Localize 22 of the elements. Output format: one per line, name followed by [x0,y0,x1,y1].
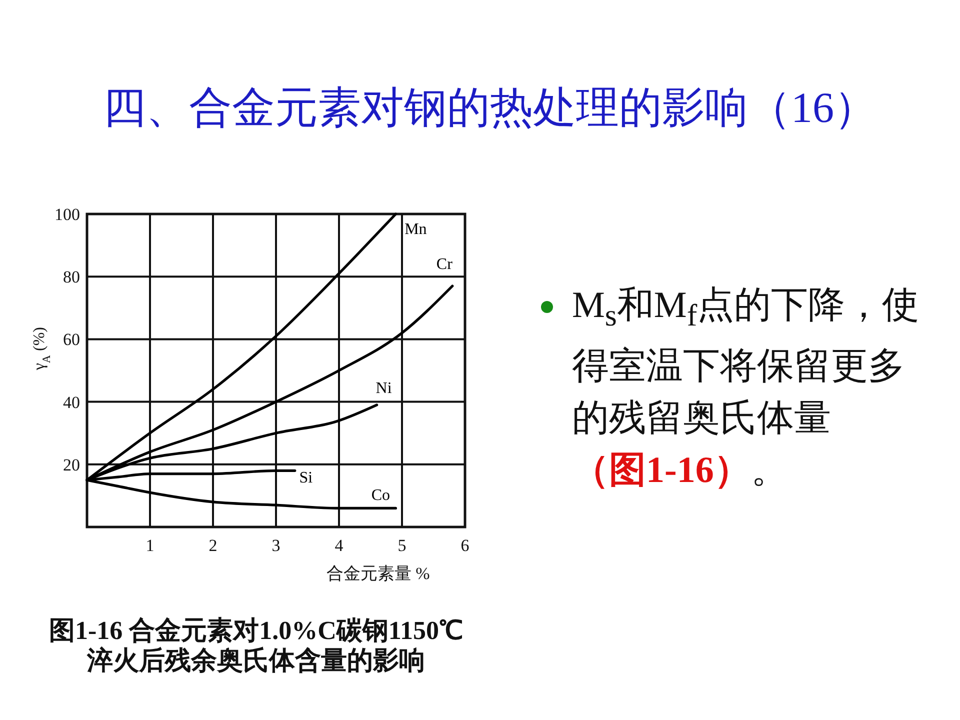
caption: 图1-16 合金元素对1.0%C碳钢1150℃淬火后残余奥氏体含量的影响 [48,616,464,676]
y-tick-label: 100 [54,205,80,224]
text: （图1-16） [572,450,751,492]
x-axis-title: 合金元素量 % [326,564,430,583]
series-label: Ni [376,380,392,397]
series-label: Cr [436,256,454,273]
series-label: Si [299,470,314,487]
series-label: Co [371,487,390,504]
y-tick-label: 60 [63,330,80,350]
x-tick-label: 1 [146,536,154,555]
x-tick-label: 6 [460,536,470,555]
text: M$_{s}$和M$_{f}$点的下降，使得室温下将保留更多的残留奥氏体量 [572,285,920,440]
series-label: Mn [404,221,427,238]
y-tick-label: 40 [63,392,80,412]
x-tick-label: 4 [334,536,344,555]
text: 。 [750,450,788,492]
x-tick-label: 2 [208,536,218,555]
y-tick-label: 20 [63,455,80,474]
y-tick-label: 80 [63,268,80,287]
chart-title: 四、合金元素对钢的热处理的影响（16） [102,84,878,134]
x-tick-label: 5 [398,536,406,555]
x-tick-label: 3 [272,536,280,555]
